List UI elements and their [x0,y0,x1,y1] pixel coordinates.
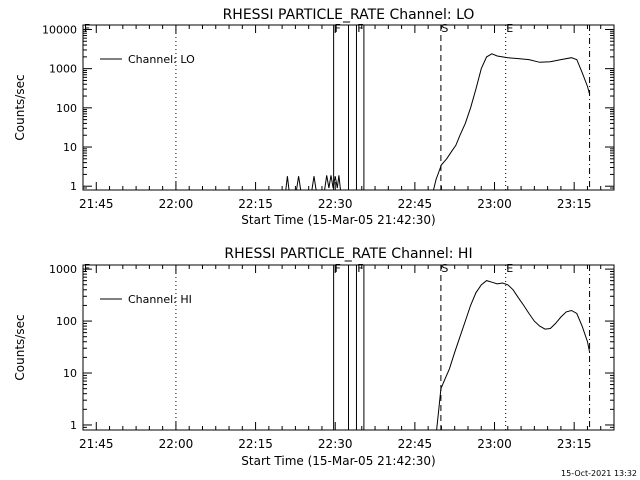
legend-label: Channel: LO [128,53,195,66]
event-flag-label: F [84,262,90,275]
event-flag-label: S [441,22,448,35]
x-tick-label: 22:30 [318,197,353,211]
x-tick-label: 23:15 [557,197,592,211]
x-tick-label: 23:15 [557,437,592,451]
plot-timestamp: 15-Oct-2021 13:32 [561,469,637,478]
event-flag-label: F [357,22,363,35]
x-tick-label: 22:15 [238,197,273,211]
x-axis-label: Start Time (15-Mar-05 21:42:30) [241,213,435,227]
event-flag-label: F [84,22,90,35]
y-tick-label: 100 [56,315,77,328]
chart-title: RHESSI PARTICLE_RATE Channel: HI [224,246,472,262]
series-line [311,176,317,191]
event-flag-label: F [357,262,363,275]
series-line [436,280,591,431]
event-flag-label: E [506,22,513,35]
x-tick-label: 23:00 [477,437,512,451]
y-tick-label: 10 [63,141,77,154]
event-flag-label: E [506,262,513,275]
y-axis-label: Counts/sec [13,74,27,140]
x-tick-label: 22:45 [398,437,433,451]
hi-channel-panel: RHESSI PARTICLE_RATE Channel: HI 1 10 100 10… [13,246,615,468]
y-tick-label: 1000 [49,263,77,276]
x-tick-label: 22:00 [159,437,194,451]
series-line [285,176,290,191]
y-tick-label: 10000 [42,23,77,36]
y-tick-label: 10 [63,367,77,380]
series-line [324,175,341,191]
y-tick-label: 1 [70,419,77,432]
x-tick-label: 22:00 [159,197,194,211]
x-axis-label: Start Time (15-Mar-05 21:42:30) [241,454,435,468]
x-tick-label: 22:30 [318,437,353,451]
y-axis-label: Counts/sec [13,314,27,380]
chart-title: RHESSI PARTICLE_RATE Channel: LO [223,7,475,23]
event-flag-label: F [334,22,340,35]
event-flag-label: F [334,262,340,275]
x-tick-label: 21:45 [79,437,114,451]
lo-channel-panel: RHESSI PARTICLE_RATE Channel: LO 1 10 100 10… [13,7,615,227]
x-tick-label: 23:00 [477,197,512,211]
series-line [433,53,591,191]
event-flag-label: S [441,262,448,275]
y-tick-label: 1 [70,180,77,193]
y-tick-label: 1000 [49,63,77,76]
x-tick-label: 22:15 [238,437,273,451]
series-line [296,176,302,191]
y-tick-label: 100 [56,102,77,115]
x-tick-label: 21:45 [79,197,114,211]
x-tick-label: 22:45 [398,197,433,211]
legend-label: Channel: HI [128,293,192,306]
